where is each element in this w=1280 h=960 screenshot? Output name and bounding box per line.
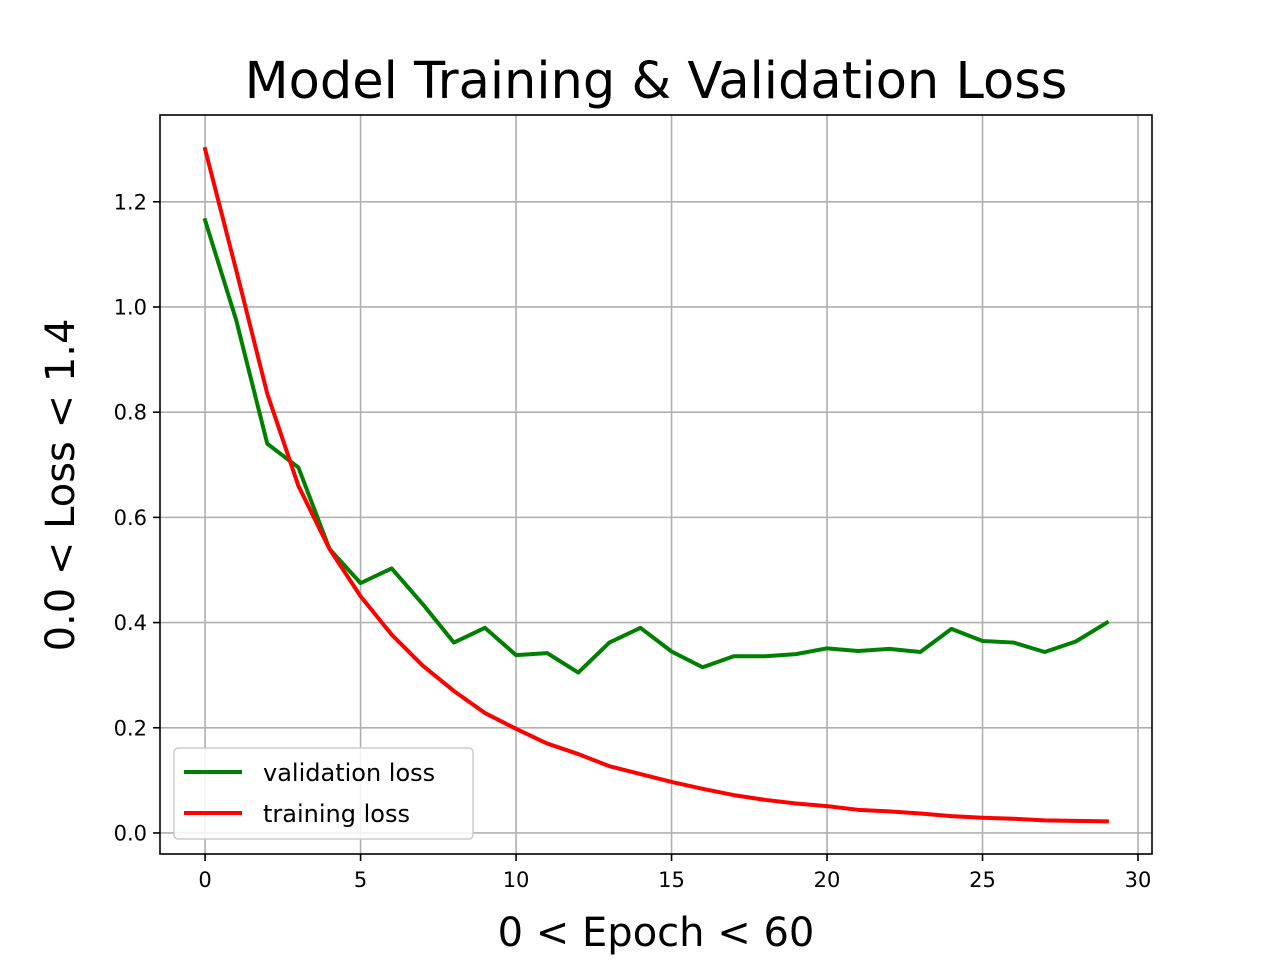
x-axis-label: 0 < Epoch < 60 [498,910,815,956]
training-loss-line [202,146,1109,824]
x-tick-label: 20 [814,868,841,892]
plot-frame [159,114,1153,855]
legend-label-validation: validation loss [263,759,435,787]
validation-loss-line [202,217,1110,675]
x-tick-label: 5 [354,868,367,892]
x-tick-label: 15 [658,868,685,892]
chart-title: Model Training & Validation Loss [245,52,1068,111]
y-tick-label: 0.8 [114,401,147,425]
legend: validation loss training loss [173,747,474,840]
y-tick-label: 0.6 [114,506,147,530]
y-tick-label: 1.2 [114,190,147,214]
x-tick-label: 25 [969,868,996,892]
x-tick-label: 10 [503,868,530,892]
y-tick-label: 0.0 [114,821,147,845]
y-axis-ticks: 0.0 0.2 0.4 0.6 0.8 1.0 1.2 [114,190,160,845]
y-tick-label: 1.0 [114,295,147,319]
legend-box [173,747,474,840]
y-tick-label: 0.2 [114,716,147,740]
x-tick-label: 30 [1125,868,1152,892]
y-axis-label: 0.0 < Loss < 1.4 [38,319,84,652]
series-lines [202,146,1110,824]
x-tick-label: 0 [198,868,211,892]
legend-label-training: training loss [263,800,410,828]
x-axis-ticks: 0 5 10 15 20 25 30 [198,854,1151,892]
y-tick-label: 0.4 [114,611,147,635]
